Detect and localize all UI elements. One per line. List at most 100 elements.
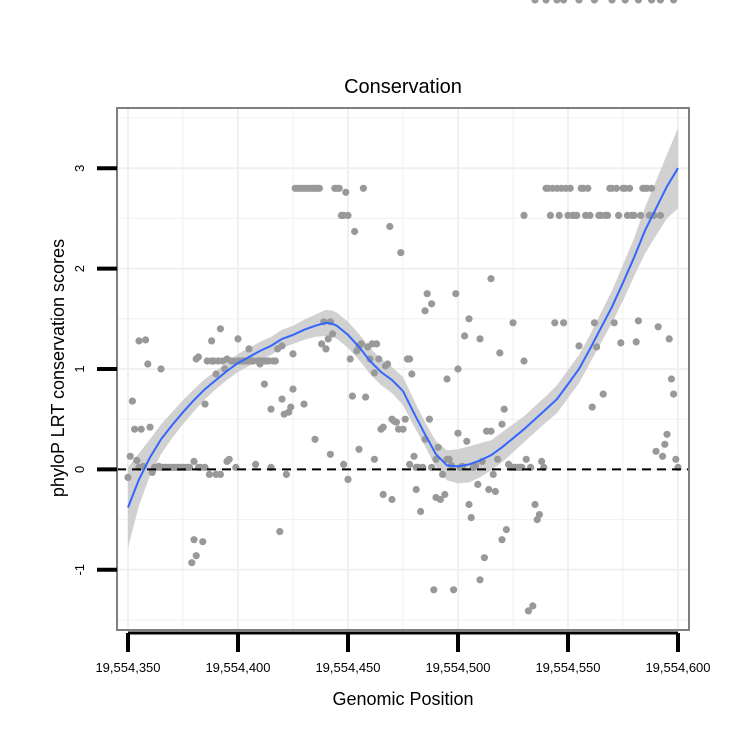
data-point (637, 211, 645, 219)
data-point (348, 392, 356, 400)
data-point (223, 355, 231, 363)
data-point (487, 275, 495, 283)
data-point (351, 227, 359, 236)
data-point (135, 337, 143, 345)
data-point (509, 319, 517, 327)
y-tick-label: 0 (72, 466, 87, 473)
data-point (452, 290, 460, 298)
data-point (397, 249, 405, 257)
data-point (648, 0, 656, 4)
data-point (520, 211, 528, 219)
data-point (190, 457, 198, 465)
data-point (423, 290, 431, 298)
data-point (461, 332, 469, 340)
data-point (491, 487, 499, 496)
data-point (634, 317, 643, 325)
y-tick-label: 2 (72, 265, 87, 272)
data-point (278, 395, 286, 403)
data-point (276, 528, 284, 536)
data-point (315, 184, 323, 192)
data-point (399, 425, 407, 433)
data-point (311, 435, 319, 443)
data-point (586, 211, 594, 219)
data-point (632, 338, 640, 346)
data-point (256, 360, 264, 368)
data-point (476, 576, 484, 584)
data-point (542, 0, 550, 4)
data-point (634, 0, 642, 4)
data-point (146, 423, 154, 431)
data-point (126, 452, 134, 460)
data-point (201, 400, 209, 408)
data-point (289, 385, 297, 393)
data-point (425, 415, 433, 423)
data-point (271, 357, 279, 365)
data-point (131, 425, 139, 433)
data-point (604, 211, 612, 219)
data-point (357, 340, 365, 348)
data-point (144, 360, 152, 368)
data-point (670, 390, 678, 398)
data-point (267, 405, 275, 413)
data-point (450, 586, 458, 594)
y-tick-label: 1 (72, 365, 87, 372)
data-point (454, 429, 462, 437)
data-point (612, 184, 621, 192)
data-point (465, 500, 473, 509)
data-point (186, 463, 194, 471)
points-layer (124, 0, 682, 615)
data-point (560, 0, 568, 4)
x-axis-title: Genomic Position (332, 689, 473, 709)
data-point (443, 375, 451, 383)
data-point (626, 184, 634, 192)
data-point (659, 452, 667, 460)
data-point (412, 485, 420, 494)
data-point (599, 390, 607, 398)
y-axis-title: phyloP LRT conservation scores (48, 239, 68, 497)
data-point (362, 393, 370, 401)
data-point (520, 357, 528, 365)
data-point (553, 0, 561, 4)
data-point (615, 211, 623, 219)
data-point (142, 336, 150, 344)
data-point (654, 323, 662, 331)
data-point (524, 607, 533, 615)
data-point (322, 345, 330, 353)
data-point (278, 342, 286, 350)
data-point (133, 456, 141, 464)
data-point (617, 339, 625, 347)
data-point (546, 211, 555, 219)
data-point (199, 538, 207, 546)
data-point (630, 211, 638, 219)
data-point (421, 307, 429, 315)
data-point (434, 443, 442, 451)
smooth-line (127, 167, 679, 508)
data-point (535, 510, 544, 519)
data-point (439, 470, 447, 478)
data-point (467, 514, 475, 522)
data-point (474, 480, 482, 488)
data-point (216, 470, 224, 478)
data-point (476, 335, 484, 343)
data-point (408, 370, 416, 378)
data-point (355, 445, 363, 453)
data-point (329, 330, 337, 338)
data-point (335, 184, 343, 192)
data-point (672, 455, 680, 463)
data-point (590, 319, 599, 327)
data-point (386, 222, 394, 231)
data-point (500, 405, 508, 413)
data-point (436, 495, 444, 504)
data-point (496, 349, 504, 357)
data-point (300, 400, 308, 408)
data-point (324, 335, 332, 343)
data-point (201, 463, 209, 471)
data-point (656, 0, 664, 4)
data-point (225, 455, 233, 463)
data-point (529, 602, 537, 610)
data-point (252, 460, 260, 468)
data-point (406, 460, 414, 468)
data-point (487, 427, 495, 435)
data-point (392, 418, 400, 426)
data-point (326, 450, 334, 458)
